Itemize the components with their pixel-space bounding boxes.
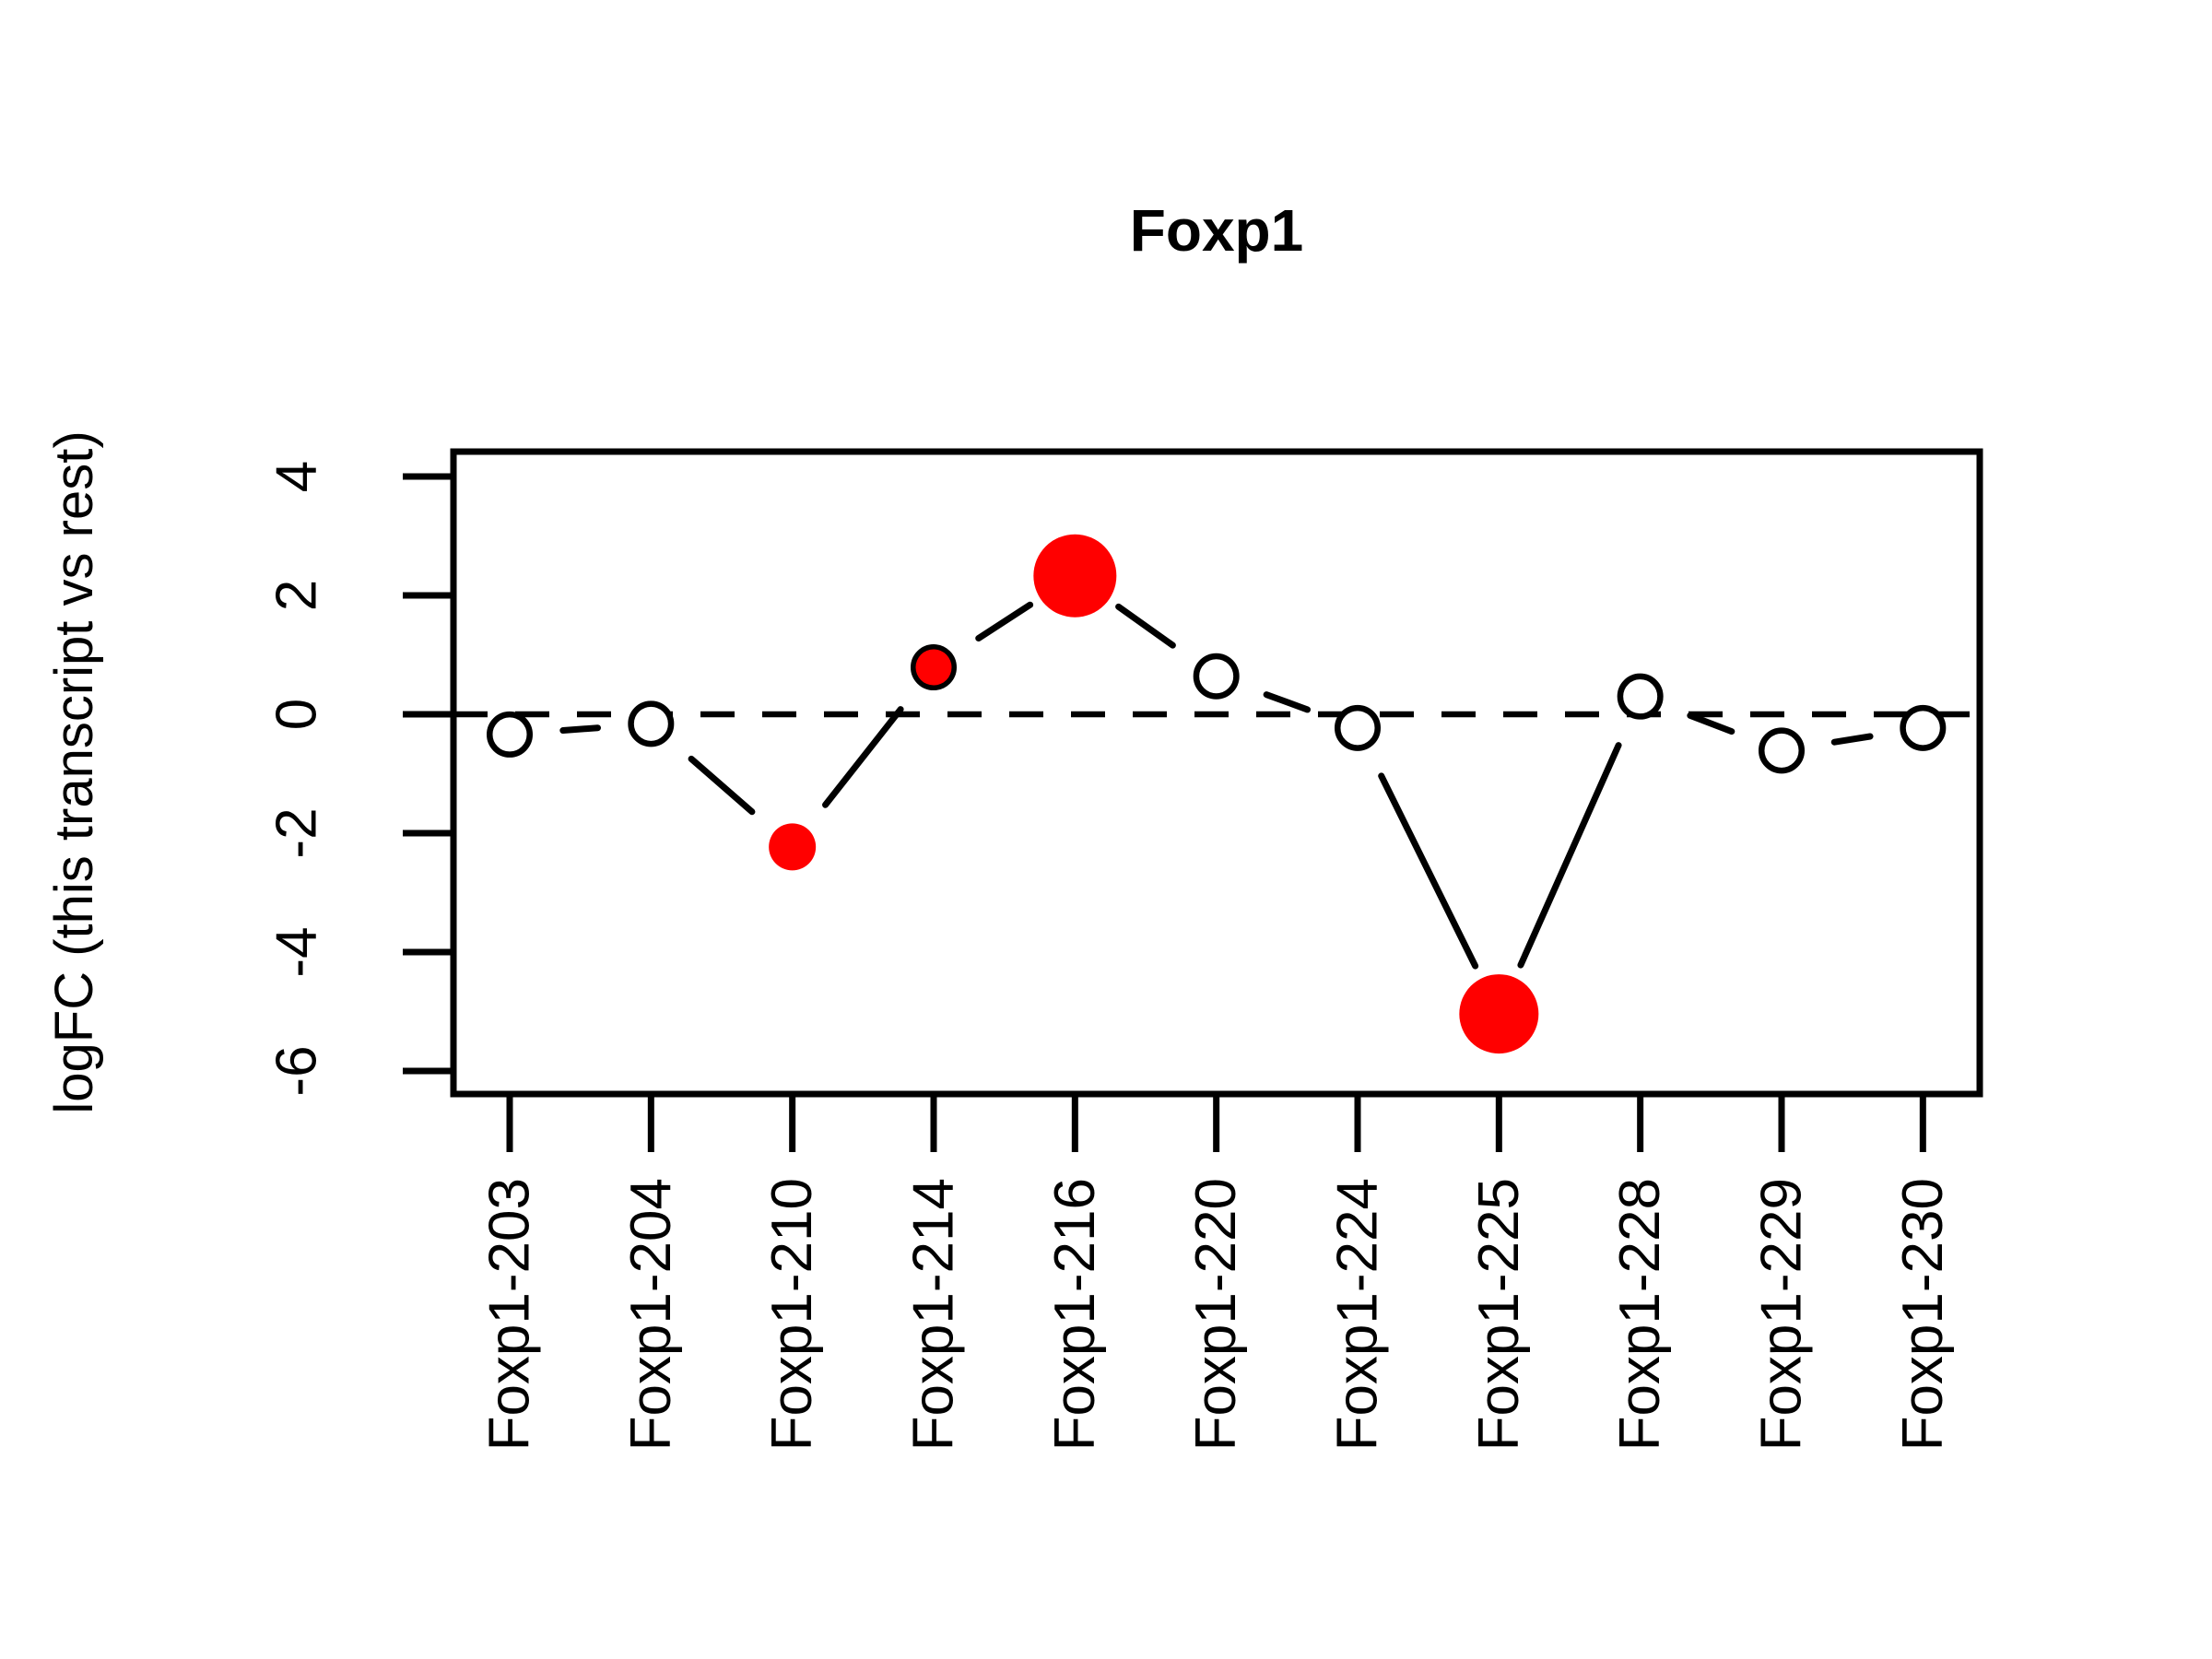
x-tick-label-foxp1-228: Foxp1-228 (1608, 1178, 1672, 1451)
y-tick-label: 0 (265, 699, 329, 730)
series-segment-foxp1-228-to-foxp1-229 (1687, 712, 1735, 735)
x-tick-label-foxp1-230: Foxp1-230 (1891, 1178, 1955, 1451)
series-segment-foxp1-216-to-foxp1-220 (1115, 603, 1176, 649)
data-point-open-foxp1-228 (1617, 673, 1664, 720)
y-tick-label: -6 (265, 1045, 329, 1096)
data-point-open-foxp1-203 (487, 711, 533, 758)
y-tick-label: -4 (265, 926, 329, 977)
data-point-significant-foxp1-225 (1459, 974, 1539, 1054)
data-point-open-foxp1-229 (1758, 727, 1805, 774)
data-point-open-foxp1-230 (1900, 704, 1947, 751)
x-tick-label-foxp1-210: Foxp1-210 (760, 1178, 824, 1451)
data-point-open-foxp1-224 (1334, 704, 1381, 751)
x-tick-label-foxp1-220: Foxp1-220 (1184, 1178, 1248, 1451)
series-segment-foxp1-229-to-foxp1-230 (1830, 733, 1874, 746)
x-tick-label-foxp1-214: Foxp1-214 (901, 1178, 965, 1451)
series-segment-foxp1-210-to-foxp1-214 (822, 706, 904, 808)
series-segment-foxp1-224-to-foxp1-225 (1378, 772, 1479, 970)
series-segment-foxp1-203-to-foxp1-204 (559, 724, 601, 735)
x-tick-label-foxp1-225: Foxp1-225 (1467, 1178, 1531, 1451)
data-point-significant-foxp1-214 (915, 649, 952, 686)
data-point-open-foxp1-220 (1193, 653, 1240, 700)
x-tick-label-foxp1-204: Foxp1-204 (619, 1178, 683, 1451)
x-tick-label-foxp1-216: Foxp1-216 (1043, 1178, 1107, 1451)
series-segment-foxp1-204-to-foxp1-210 (688, 755, 756, 816)
y-tick-label: 2 (265, 580, 329, 611)
y-tick-label: -2 (265, 807, 329, 858)
y-tick-label: 4 (265, 461, 329, 492)
series-segment-foxp1-225-to-foxp1-228 (1517, 742, 1622, 969)
y-axis-label: logFC (this transcript vs rest) (44, 430, 104, 1113)
data-point-significant-foxp1-216 (1033, 534, 1117, 618)
x-tick-label-foxp1-224: Foxp1-224 (1325, 1178, 1389, 1451)
chart-title: Foxp1 (1130, 197, 1303, 264)
x-tick-label-foxp1-203: Foxp1-203 (478, 1178, 542, 1451)
plot-area: 4 2 0 -2 -4 -6 Foxp1-203 Foxp1-204 Foxp1-210 Foxp… (265, 448, 1983, 1451)
data-point-open-foxp1-204 (628, 700, 675, 747)
series-segment-foxp1-220-to-foxp1-224 (1263, 691, 1312, 713)
data-point-significant-foxp1-210 (769, 823, 817, 871)
series-segment-foxp1-214-to-foxp1-216 (975, 601, 1034, 642)
x-tick-label-foxp1-229: Foxp1-229 (1749, 1178, 1813, 1451)
plot-box (450, 448, 1983, 1098)
